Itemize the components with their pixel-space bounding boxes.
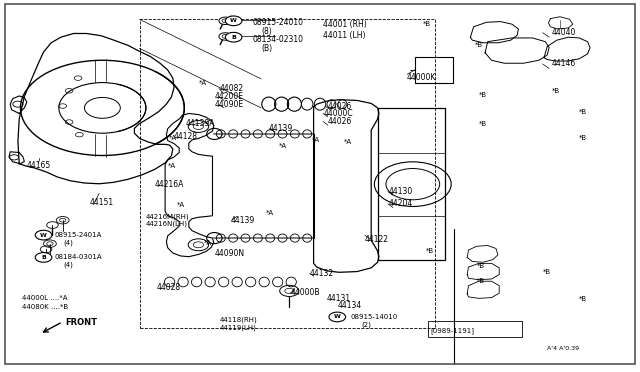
Text: 44200E: 44200E [214,92,243,101]
Text: 44139: 44139 [230,216,255,225]
Text: 44122: 44122 [365,235,388,244]
Text: W: W [40,232,47,238]
Text: [0989-1191]: [0989-1191] [430,327,474,334]
Text: 44132: 44132 [310,269,334,278]
Text: *B: *B [543,269,551,275]
Text: 44139: 44139 [269,124,293,133]
Text: 44000C: 44000C [323,109,353,118]
Text: *B: *B [475,42,483,48]
Circle shape [329,312,346,322]
Text: A'4 A'0.39: A'4 A'0.39 [547,346,579,352]
Text: *B: *B [479,121,487,126]
Text: *A: *A [278,143,287,149]
Text: *A: *A [177,202,186,208]
Text: 44134: 44134 [338,301,362,310]
Text: (4): (4) [63,239,73,246]
Text: W: W [230,18,237,23]
Text: *B: *B [422,21,431,27]
Text: 44128: 44128 [173,132,197,141]
Text: (4): (4) [63,262,73,268]
Circle shape [225,16,242,26]
Circle shape [35,253,52,262]
Text: 08184-0301A: 08184-0301A [54,254,102,260]
Text: *B: *B [477,263,485,269]
Text: *B: *B [579,296,588,302]
Text: 44000B: 44000B [291,288,320,297]
Bar [378,108,445,260]
Text: W: W [334,314,340,320]
Bar [428,321,522,337]
Text: 44151: 44151 [90,198,114,207]
Text: *A: *A [204,240,212,246]
Bar [140,19,435,328]
Text: 44026: 44026 [328,117,352,126]
Text: 44119(LH): 44119(LH) [220,324,257,331]
Text: *B: *B [579,135,588,141]
Bar [415,57,453,83]
Text: 44216M(RH): 44216M(RH) [146,213,189,220]
Text: B: B [41,255,46,260]
Text: *A: *A [312,137,321,142]
Text: 44040: 44040 [552,28,576,37]
Text: *B: *B [552,88,560,94]
Text: *B: *B [426,248,434,254]
Text: 44026: 44026 [328,102,352,110]
Circle shape [219,33,232,40]
Text: *B: *B [579,109,588,115]
Text: 08915-24010: 08915-24010 [253,18,304,27]
Text: 44001 (RH): 44001 (RH) [323,20,367,29]
Text: 44204: 44204 [389,199,413,208]
Text: 08915-2401A: 08915-2401A [54,232,102,238]
Text: 44000K: 44000K [407,73,436,81]
Text: 44130: 44130 [389,187,413,196]
Text: B: B [231,35,236,40]
Text: (2): (2) [361,321,371,328]
Text: 44131: 44131 [326,294,351,303]
Text: 44028: 44028 [156,283,180,292]
Text: 44011 (LH): 44011 (LH) [323,31,365,40]
Text: *B: *B [477,278,485,284]
Bar [128,74,179,141]
Text: *A: *A [344,139,353,145]
Text: (8): (8) [261,27,272,36]
Text: 44165: 44165 [27,161,51,170]
Text: 44090N: 44090N [215,249,245,258]
Circle shape [35,230,52,240]
Text: *A: *A [266,210,275,216]
Text: 44216N(LH): 44216N(LH) [146,221,188,227]
Text: 44146: 44146 [552,60,576,68]
Text: 08134-02310: 08134-02310 [253,35,304,44]
Text: 44216A: 44216A [155,180,184,189]
Text: 44118(RH): 44118(RH) [220,317,258,323]
Text: *A: *A [169,135,177,141]
Text: 08915-14010: 08915-14010 [351,314,398,320]
Text: 44139A: 44139A [186,119,215,128]
Text: FRONT: FRONT [65,318,97,327]
Text: 44090E: 44090E [214,100,244,109]
Text: *B: *B [479,92,487,98]
Text: *A: *A [168,163,176,169]
Text: *A: *A [198,80,207,86]
Text: (B): (B) [261,44,272,53]
Text: 44000L ....*A: 44000L ....*A [22,295,68,301]
Circle shape [225,32,242,42]
Text: 44082: 44082 [220,84,244,93]
Circle shape [219,17,232,25]
Text: 44080K ....*B: 44080K ....*B [22,304,68,310]
